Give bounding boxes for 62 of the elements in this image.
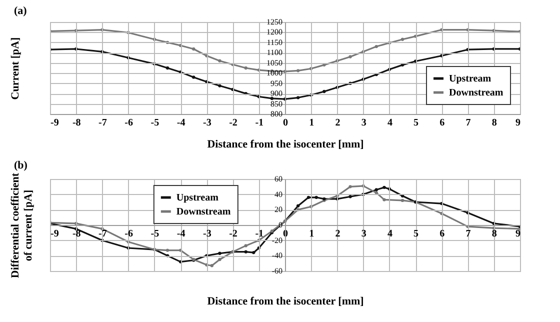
chart-title: (a) <box>14 5 28 17</box>
x-tick-label: 6 <box>440 118 445 128</box>
y-tick-label: 900 <box>270 89 282 98</box>
x-tick-label: -1 <box>255 118 264 128</box>
x-tick-label: -3 <box>202 118 212 128</box>
y-tick-label: -20 <box>272 236 282 245</box>
y-tick-label: 1100 <box>266 48 282 58</box>
y-tick-label: -60 <box>272 266 282 276</box>
legend-label: Upstream <box>449 74 492 84</box>
y-tick-label: 1000 <box>266 68 282 78</box>
x-tick-label: 3 <box>361 228 366 240</box>
y-tick-label: 20 <box>274 205 282 214</box>
x-tick-label: -6 <box>124 118 134 128</box>
x-tick-label: -7 <box>98 228 107 240</box>
x-tick-label: 9 <box>516 118 520 128</box>
x-tick-label: -2 <box>229 228 238 240</box>
x-tick-label: 7 <box>466 228 471 240</box>
y-tick-label: 1050 <box>266 58 282 68</box>
x-tick-label: -9 <box>50 228 59 240</box>
x-tick-label: 2 <box>335 118 340 128</box>
x-tick-label: 4 <box>387 118 392 128</box>
x-axis-title: Distance from the isocenter [mm] <box>207 296 364 308</box>
y-tick-label: 40 <box>274 190 282 199</box>
y-tick-label: 850 <box>270 99 282 108</box>
y-axis-title: Differential coefficient of current [pA] <box>10 172 34 278</box>
y-tick-label: 1200 <box>266 28 282 37</box>
y-tick-label: 1250 <box>266 18 282 26</box>
x-tick-label: 4 <box>387 228 392 240</box>
y-tick-label: 950 <box>270 78 282 88</box>
legend-label: Upstream <box>176 192 220 204</box>
x-tick-label: 3 <box>361 118 366 128</box>
x-tick-label: -1 <box>255 228 264 240</box>
x-tick-label: 5 <box>414 118 419 128</box>
x-tick-label: -4 <box>176 118 186 128</box>
y-axis-title: Current [pA] <box>10 37 22 100</box>
y-tick-label: 60 <box>274 174 282 184</box>
x-tick-label: -6 <box>124 228 134 240</box>
x-tick-label: -3 <box>202 228 212 240</box>
x-tick-label: 8 <box>492 228 497 240</box>
y-tick-label: -40 <box>272 251 282 260</box>
x-tick-label: -5 <box>150 118 160 128</box>
x-tick-label: 1 <box>309 118 314 128</box>
legend-label: Downstream <box>449 88 504 98</box>
legend-label: Downstream <box>176 206 232 218</box>
x-tick-label: 6 <box>440 228 445 240</box>
x-tick-label: -2 <box>229 118 238 128</box>
x-tick-label: 2 <box>335 228 340 240</box>
x-tick-label: -8 <box>72 228 81 240</box>
x-tick-label: -4 <box>176 228 186 240</box>
x-tick-label: -5 <box>150 228 160 240</box>
x-axis-title: Distance from the isocenter [mm] <box>207 138 364 150</box>
x-tick-label: 8 <box>492 118 497 128</box>
x-tick-label: 7 <box>466 118 471 128</box>
chart-title: (b) <box>14 159 28 172</box>
x-tick-label: 5 <box>414 228 419 240</box>
x-tick-label: -8 <box>72 118 81 128</box>
x-tick-label: 1 <box>309 228 314 240</box>
y-tick-label: 800 <box>270 110 282 118</box>
x-tick-label: -7 <box>98 118 107 128</box>
y-tick-label: 1150 <box>266 38 282 47</box>
x-tick-label: -9 <box>50 118 59 128</box>
x-tick-label: 9 <box>516 228 520 240</box>
